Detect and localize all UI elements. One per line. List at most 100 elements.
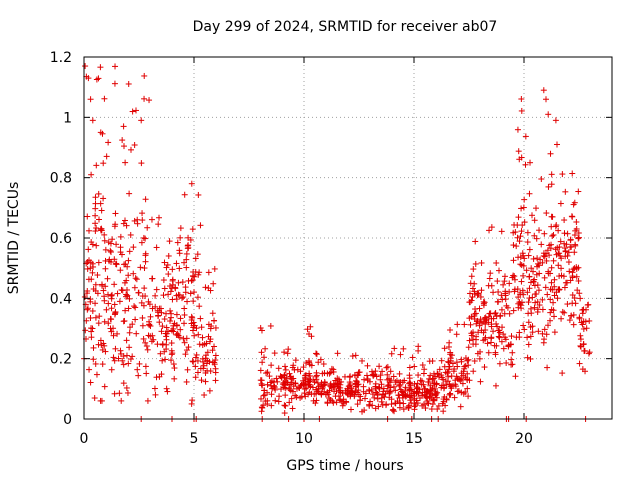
data-point	[87, 96, 94, 103]
data-point	[470, 368, 477, 375]
data-point	[488, 224, 495, 231]
data-point	[520, 204, 527, 211]
data-point	[508, 361, 515, 368]
data-point	[203, 340, 210, 347]
data-point	[477, 316, 484, 323]
data-point	[290, 383, 297, 390]
data-point	[424, 400, 431, 407]
data-point	[194, 369, 201, 376]
data-point	[561, 217, 568, 224]
data-point	[526, 190, 533, 197]
data-point	[108, 292, 115, 299]
data-point	[123, 384, 130, 391]
data-point	[467, 280, 474, 287]
data-point	[526, 246, 533, 253]
data-point	[393, 377, 400, 384]
data-point	[567, 244, 574, 251]
data-point	[509, 349, 516, 356]
data-point	[514, 126, 521, 133]
data-point	[131, 284, 138, 291]
data-point	[152, 303, 159, 310]
data-point	[286, 370, 293, 377]
data-point	[366, 402, 373, 409]
data-point	[281, 410, 288, 417]
data-point	[88, 171, 95, 178]
data-point	[577, 336, 584, 343]
data-point	[541, 274, 548, 281]
data-point	[258, 327, 265, 334]
data-point	[576, 360, 583, 367]
data-point	[566, 317, 573, 324]
data-point	[523, 267, 530, 274]
data-point	[456, 376, 463, 383]
data-point	[390, 373, 397, 380]
data-point	[110, 325, 117, 332]
data-point	[466, 337, 473, 344]
data-point	[169, 350, 176, 357]
data-point	[313, 351, 320, 358]
data-point	[482, 327, 489, 334]
data-point	[472, 306, 479, 313]
data-point	[557, 200, 564, 207]
data-point	[118, 286, 125, 293]
data-point	[570, 321, 577, 328]
y-tick-label: 0.6	[50, 231, 72, 247]
data-point	[392, 400, 399, 407]
data-point	[110, 332, 117, 339]
data-point	[303, 385, 310, 392]
data-point	[330, 368, 337, 375]
data-point	[182, 351, 189, 358]
data-point	[384, 383, 391, 390]
data-point	[551, 313, 558, 320]
data-point	[120, 318, 127, 325]
data-point	[297, 368, 304, 375]
y-tick-label: 0.8	[50, 171, 72, 187]
data-point	[502, 296, 509, 303]
data-point	[93, 371, 100, 378]
data-point	[123, 222, 130, 229]
data-point	[92, 360, 99, 367]
data-point	[459, 380, 466, 387]
data-point	[167, 318, 174, 325]
data-point	[561, 309, 568, 316]
data-point	[168, 327, 175, 334]
data-point	[278, 386, 285, 393]
data-point	[313, 397, 320, 404]
data-point	[142, 252, 149, 259]
data-point	[338, 378, 345, 385]
data-point	[165, 328, 172, 335]
data-point	[584, 301, 591, 308]
data-point	[305, 378, 312, 385]
data-point	[547, 296, 554, 303]
data-point	[268, 362, 275, 369]
data-point	[163, 385, 170, 392]
data-point	[531, 217, 538, 224]
data-point	[573, 219, 580, 226]
data-point	[549, 232, 556, 239]
data-point	[177, 234, 184, 241]
data-point	[87, 296, 94, 303]
data-point	[273, 375, 280, 382]
data-point	[430, 380, 437, 387]
data-point	[495, 333, 502, 340]
data-point	[107, 248, 114, 255]
data-point	[285, 346, 292, 353]
data-point	[153, 286, 160, 293]
data-point	[508, 356, 515, 363]
data-point	[372, 389, 379, 396]
data-point	[536, 227, 543, 234]
data-point	[367, 398, 374, 405]
data-point	[581, 347, 588, 354]
data-point	[488, 282, 495, 289]
data-point	[260, 354, 267, 361]
data-point	[264, 381, 271, 388]
data-point	[130, 270, 137, 277]
data-point	[132, 275, 139, 282]
data-point	[179, 279, 186, 286]
data-point	[398, 388, 405, 395]
data-point	[206, 387, 213, 394]
data-point	[496, 327, 503, 334]
data-point	[348, 385, 355, 392]
data-point	[348, 389, 355, 396]
data-point	[89, 325, 96, 332]
